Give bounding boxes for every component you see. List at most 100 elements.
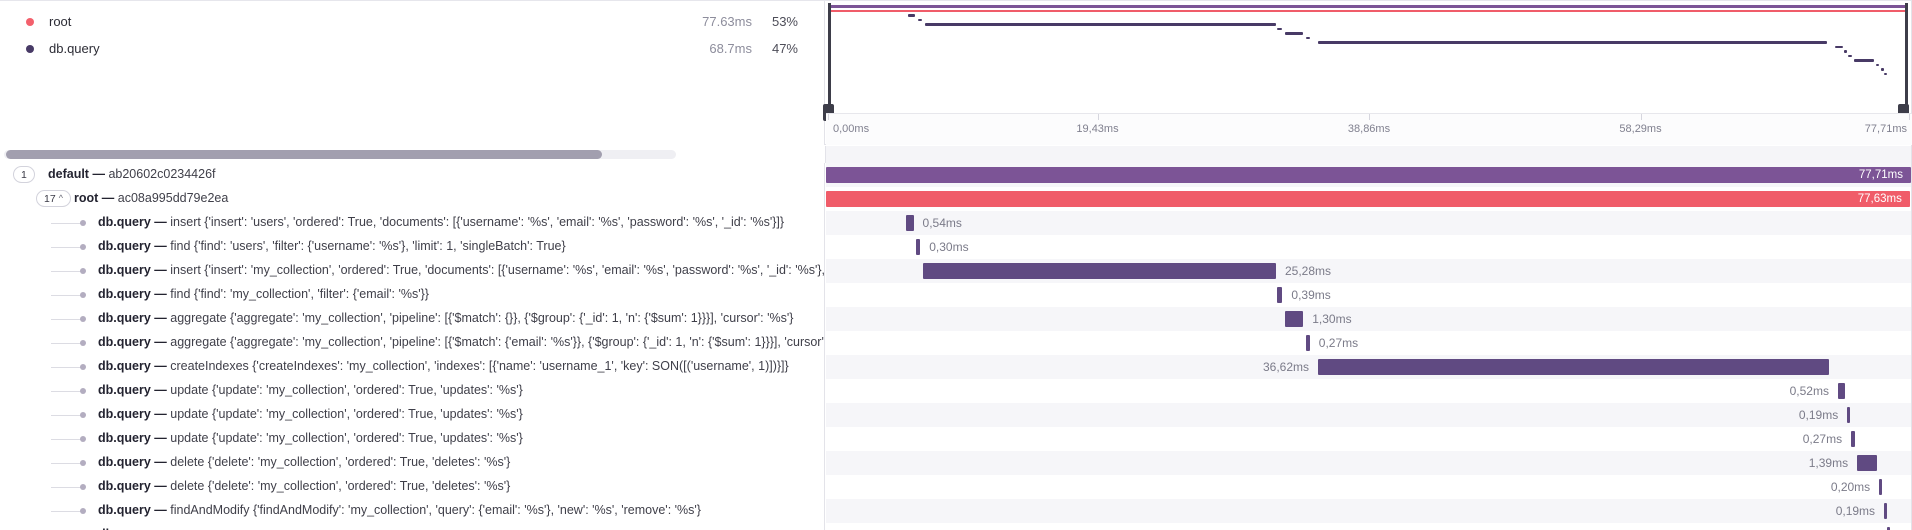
span-duration-label: 36,62ms	[1263, 360, 1310, 374]
span-tree-cell[interactable]: db.query — insert {'insert': 'users', 'o…	[0, 211, 825, 235]
span-duration-bar[interactable]	[923, 263, 1276, 279]
span-collapse-badge[interactable]: 17 ^	[36, 190, 71, 207]
span-tree-cell[interactable]: db.query — aggregate {'aggregate': 'my_c…	[0, 307, 825, 331]
waterfall-cell: 77,71ms	[826, 163, 1911, 187]
span-tree-cell[interactable]: db.query — update {'update': 'my_collect…	[0, 403, 825, 427]
span-duration-bar[interactable]	[1276, 287, 1283, 303]
axis-tick	[1369, 114, 1370, 120]
span-duration-bar[interactable]	[1285, 311, 1304, 327]
trace-row: 36,62ms db.query — createIndexes {'create…	[0, 355, 1911, 379]
span-duration-bar[interactable]	[1851, 431, 1855, 447]
separator: —	[154, 503, 167, 517]
span-tree-cell[interactable]: db.query — find {'find': 'my_collection'…	[0, 283, 825, 307]
waterfall-cell: 0,19ms	[826, 499, 1911, 523]
horizontal-scrollbar-thumb[interactable]	[6, 150, 602, 159]
minimap-left-handle[interactable]	[828, 3, 831, 113]
span-tree-cell[interactable]: db.query — insert {'insert': 'my_collect…	[0, 259, 825, 283]
span-op-name: db.query	[98, 479, 151, 493]
span-tree-cell[interactable]: db.query — aggregate {'aggregate': 'my_c…	[0, 331, 825, 355]
minimap-left-grip[interactable]	[823, 104, 834, 121]
trace-row: db.query	[0, 523, 1911, 530]
minimap-span-line	[1881, 68, 1885, 71]
axis-label: 38,86ms	[1347, 123, 1391, 135]
span-duration-bar[interactable]	[1884, 503, 1888, 519]
span-description: ab20602c0234426f	[108, 167, 216, 181]
span-tree-cell[interactable]: db.query — delete {'delete': 'my_collect…	[0, 451, 825, 475]
tree-node-dot	[80, 220, 86, 226]
span-tree-cell[interactable]: db.query	[0, 523, 825, 530]
span-duration-bar[interactable]	[1318, 359, 1830, 375]
legend-item-root[interactable]: root 77.63ms 53%	[0, 11, 824, 32]
legend-item-db.query[interactable]: db.query 68.7ms 47%	[0, 38, 824, 59]
separator: —	[154, 407, 167, 421]
span-description: update {'update': 'my_collection', 'orde…	[170, 383, 523, 397]
span-tree-cell[interactable]: db.query — createIndexes {'createIndexes…	[0, 355, 825, 379]
span-duration-label: 0,20ms	[1830, 480, 1871, 494]
span-tree-cell[interactable]: db.query — update {'update': 'my_collect…	[0, 427, 825, 451]
waterfall-cell: 0,52ms	[826, 379, 1911, 403]
span-description: delete {'delete': 'my_collection', 'orde…	[170, 455, 511, 469]
span-duration-bar[interactable]	[916, 239, 921, 255]
minimap-right-grip[interactable]	[1898, 104, 1909, 121]
tree-connector-stub	[51, 295, 81, 296]
waterfall-cell: 0,39ms	[826, 283, 1911, 307]
span-description: ac08a995dd79e2ea	[117, 191, 229, 205]
tree-node-dot	[80, 244, 86, 250]
span-op-name: db.query	[98, 263, 151, 277]
minimap-right-handle[interactable]	[1905, 3, 1908, 113]
span-op-name: db.query	[98, 335, 151, 349]
span-op-name: db.query	[98, 503, 151, 517]
span-description: aggregate {'aggregate': 'my_collection',…	[170, 311, 794, 325]
waterfall-cell: 1,39ms	[826, 451, 1911, 475]
trace-row: 0,19ms db.query — findAndModify {'findAnd…	[0, 499, 1911, 523]
trace-row: 1,30ms db.query — aggregate {'aggregate':…	[0, 307, 1911, 331]
span-op-name: db.query	[98, 431, 151, 445]
axis-label: 58,29ms	[1619, 123, 1662, 135]
span-description: insert {'insert': 'users', 'ordered': Tr…	[170, 215, 785, 229]
span-duration-label: 77,71ms	[1858, 169, 1903, 181]
tree-node-dot	[80, 268, 86, 274]
span-duration-bar[interactable]	[1847, 407, 1851, 423]
separator: —	[154, 431, 167, 445]
tree-node-dot	[80, 508, 86, 514]
span-duration-bar[interactable]	[1837, 383, 1846, 399]
span-tree-cell[interactable]: db.query — update {'update': 'my_collect…	[0, 379, 825, 403]
legend-op-label: db.query	[49, 41, 100, 56]
waterfall-cell: 36,62ms	[826, 355, 1911, 379]
span-duration-label: 0,39ms	[1291, 288, 1331, 302]
minimap-span-line	[1835, 45, 1843, 49]
span-description: findAndModify {'findAndModify': 'my_coll…	[170, 503, 701, 517]
span-description: find {'find': 'my_collection', 'filter':…	[170, 287, 429, 301]
span-rows: 77,71ms 1 default — ab20602c0234426f 77,63m…	[0, 163, 1911, 530]
trace-row: 0,30ms db.query — find {'find': 'users', …	[0, 235, 1911, 259]
scrollbar-strip-right-bg	[826, 146, 1911, 163]
trace-minimap[interactable]	[828, 3, 1908, 113]
span-duration-bar[interactable]	[1879, 479, 1883, 495]
span-duration-bar[interactable]	[1306, 335, 1310, 351]
span-duration-bar[interactable]	[826, 167, 1911, 183]
span-tree-cell[interactable]: db.query — delete {'delete': 'my_collect…	[0, 475, 825, 499]
span-duration-bar[interactable]	[1887, 527, 1891, 530]
minimap-span-line	[1854, 59, 1874, 62]
waterfall-cell: 0,30ms	[826, 235, 1911, 259]
trace-header: root 77.63ms 53% db.query 68.7ms 47% 0,00ms 19…	[0, 1, 1912, 145]
span-count-badge[interactable]: 1	[13, 166, 35, 183]
span-duration-label: 0,27ms	[1802, 432, 1843, 446]
trace-row: 0,54ms db.query — insert {'insert': 'user…	[0, 211, 1911, 235]
span-duration-bar[interactable]	[1857, 455, 1877, 471]
horizontal-scrollbar-track[interactable]	[4, 150, 676, 159]
span-tree-cell[interactable]: db.query — find {'find': 'users', 'filte…	[0, 235, 825, 259]
span-duration-bar[interactable]	[906, 215, 914, 231]
legend-color-dot	[26, 17, 34, 26]
minimap-span-line	[917, 18, 922, 22]
span-tree-cell[interactable]: 17 ^ root — ac08a995dd79e2ea	[0, 187, 825, 211]
axis-tick	[1909, 114, 1910, 120]
axis-tick	[1097, 114, 1099, 120]
tree-connector-stub	[51, 487, 81, 488]
chevron-up-icon: ^	[58, 192, 63, 203]
span-tree-cell[interactable]: 1 default — ab20602c0234426f	[0, 163, 825, 187]
span-tree-cell[interactable]: db.query — findAndModify {'findAndModify…	[0, 499, 825, 523]
axis-tick	[828, 114, 829, 120]
span-duration-bar[interactable]	[826, 191, 1910, 207]
span-description: aggregate {'aggregate': 'my_collection',…	[170, 335, 825, 349]
